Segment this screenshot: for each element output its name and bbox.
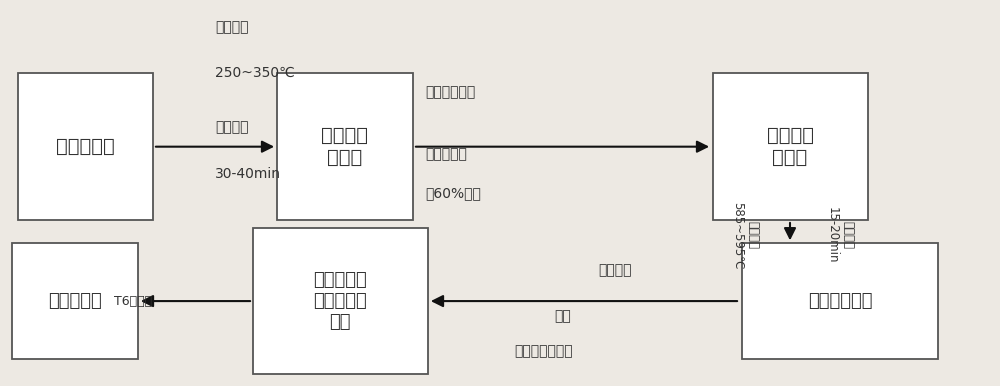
FancyBboxPatch shape: [277, 73, 413, 220]
Text: 连续径向锻造: 连续径向锻造: [425, 86, 475, 100]
Text: 达60%以上: 达60%以上: [425, 186, 481, 200]
Text: 断面收缩率: 断面收缩率: [425, 147, 467, 161]
Text: 250~350℃: 250~350℃: [215, 66, 295, 80]
Text: 预热铝合
金棒材: 预热铝合 金棒材: [322, 126, 368, 167]
FancyBboxPatch shape: [12, 243, 138, 359]
FancyBboxPatch shape: [253, 228, 428, 374]
Text: 分段切割: 分段切割: [598, 263, 632, 277]
Text: 加热温度: 加热温度: [215, 20, 248, 34]
Text: 保温时间: 保温时间: [215, 120, 248, 134]
Text: T6热处理: T6热处理: [114, 295, 152, 308]
Text: 预热: 预热: [554, 310, 571, 323]
Text: 涡旋盘制件: 涡旋盘制件: [48, 292, 102, 310]
FancyBboxPatch shape: [712, 73, 868, 220]
Text: 锻造铝合
金棒材: 锻造铝合 金棒材: [767, 126, 814, 167]
Text: 涡旋盘半固
态触变挤压
铸造: 涡旋盘半固 态触变挤压 铸造: [313, 271, 367, 331]
Text: 保温时间
15-20min: 保温时间 15-20min: [826, 207, 854, 264]
Text: 保温温度
585~595℃: 保温温度 585~595℃: [731, 202, 759, 269]
Text: 30-40min: 30-40min: [215, 167, 281, 181]
FancyBboxPatch shape: [742, 243, 938, 359]
Text: 铝合金棒材: 铝合金棒材: [56, 137, 114, 156]
FancyBboxPatch shape: [18, 73, 153, 220]
Text: 模具型腔、压头: 模具型腔、压头: [514, 344, 573, 358]
Text: 二次重熔坯料: 二次重熔坯料: [808, 292, 872, 310]
